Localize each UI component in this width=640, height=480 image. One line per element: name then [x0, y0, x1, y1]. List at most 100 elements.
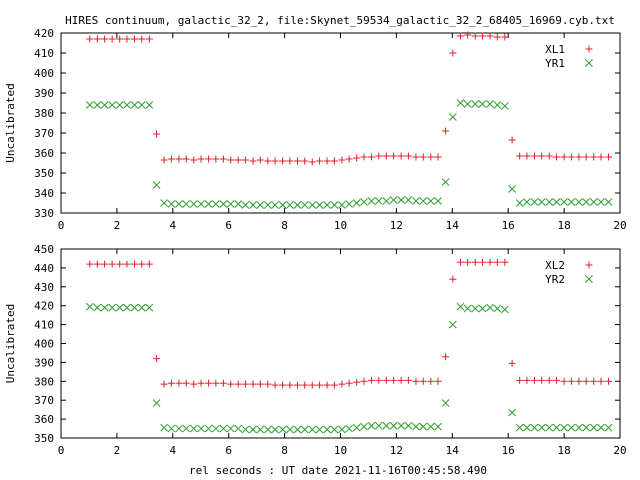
marker-stroke: [338, 425, 346, 434]
data-point: [160, 156, 168, 164]
marker-stroke: [219, 200, 228, 208]
data-point: [374, 421, 383, 430]
marker-stroke: [419, 422, 428, 431]
data-point: [211, 200, 220, 208]
data-point: [271, 381, 279, 389]
marker-stroke: [456, 302, 465, 311]
y-tick-label: 390: [34, 356, 54, 369]
data-point: [552, 423, 561, 432]
data-point: [537, 423, 546, 432]
data-point: [256, 201, 265, 209]
plot-panel-1: 0 2 4 6 8 10 12 14 16 18 20 330 340 350 360 370 380 390 40…: [4, 27, 627, 232]
data-point: [131, 260, 139, 268]
data-point: [256, 425, 265, 434]
data-point: [197, 424, 205, 433]
legend-marker: [585, 275, 593, 283]
data-point: [471, 100, 480, 108]
data-point: [338, 201, 346, 209]
data-point: [442, 353, 450, 361]
y-tick-label: 360: [34, 147, 54, 160]
marker-stroke: [330, 201, 339, 209]
data-point: [116, 260, 124, 268]
data-point: [427, 377, 435, 385]
marker-stroke: [308, 425, 317, 434]
data-point: [323, 381, 331, 389]
data-point: [101, 260, 109, 268]
y-axis-label: Uncalibrated: [4, 304, 17, 383]
data-point: [456, 32, 464, 40]
x-tick-label: 0: [58, 444, 65, 457]
marker-stroke: [560, 423, 568, 432]
data-point: [123, 35, 131, 43]
marker-stroke: [145, 101, 154, 109]
y-tick-label: 330: [34, 207, 54, 220]
marker-stroke: [234, 200, 243, 208]
data-point: [493, 101, 502, 109]
x-tick-label: 6: [225, 219, 232, 232]
marker-stroke: [182, 424, 191, 433]
data-point: [293, 425, 302, 434]
marker-stroke: [419, 197, 428, 205]
marker-stroke: [85, 302, 94, 311]
marker-stroke: [515, 199, 524, 207]
data-point: [434, 153, 442, 161]
data-point: [108, 303, 117, 312]
data-point: [500, 102, 509, 110]
x-tick-label: 18: [557, 444, 570, 457]
data-point: [204, 424, 213, 433]
data-point: [404, 376, 412, 384]
data-point: [471, 258, 479, 266]
x-tick-label: 8: [281, 219, 288, 232]
marker-stroke: [130, 303, 139, 312]
marker-stroke: [271, 425, 279, 434]
marker-stroke: [167, 200, 176, 208]
marker-stroke: [93, 303, 102, 312]
y-tick-label: 420: [34, 300, 54, 313]
marker-stroke: [345, 200, 354, 208]
data-point: [597, 153, 605, 161]
marker-stroke: [604, 198, 613, 206]
x-tick-label: 2: [114, 219, 121, 232]
data-point: [545, 423, 554, 432]
data-point: [300, 425, 309, 434]
data-point: [330, 201, 339, 209]
data-point: [597, 198, 605, 206]
marker-stroke: [234, 424, 243, 433]
data-point: [279, 381, 287, 389]
data-point: [353, 378, 361, 386]
marker-stroke: [441, 178, 450, 186]
data-point: [145, 260, 153, 268]
marker-stroke: [597, 198, 605, 206]
data-point: [301, 157, 309, 165]
data-point: [205, 379, 213, 387]
marker-stroke: [367, 197, 376, 205]
marker-stroke: [582, 198, 591, 206]
data-point: [167, 200, 176, 208]
y-tick-label: 430: [34, 281, 54, 294]
data-point: [493, 304, 502, 313]
data-point: [516, 376, 524, 384]
x-tick-label: 12: [390, 444, 403, 457]
x-tick-label: 0: [58, 219, 65, 232]
marker-stroke: [589, 198, 598, 206]
marker-stroke: [360, 198, 368, 206]
marker-stroke: [537, 198, 546, 206]
marker-stroke: [308, 201, 317, 209]
marker-stroke: [256, 201, 265, 209]
marker-stroke: [182, 200, 191, 208]
data-point: [123, 260, 131, 268]
marker-stroke: [486, 303, 494, 312]
marker-stroke: [100, 303, 109, 312]
data-point: [137, 101, 146, 109]
marker-stroke: [463, 304, 472, 313]
data-point: [323, 425, 331, 434]
data-point: [449, 49, 457, 57]
data-point: [367, 421, 376, 430]
data-point: [234, 424, 243, 433]
marker-stroke: [478, 100, 487, 108]
data-point: [160, 380, 168, 388]
marker-stroke: [338, 201, 346, 209]
data-point: [330, 425, 339, 434]
data-point: [582, 198, 591, 206]
data-point: [145, 101, 154, 109]
